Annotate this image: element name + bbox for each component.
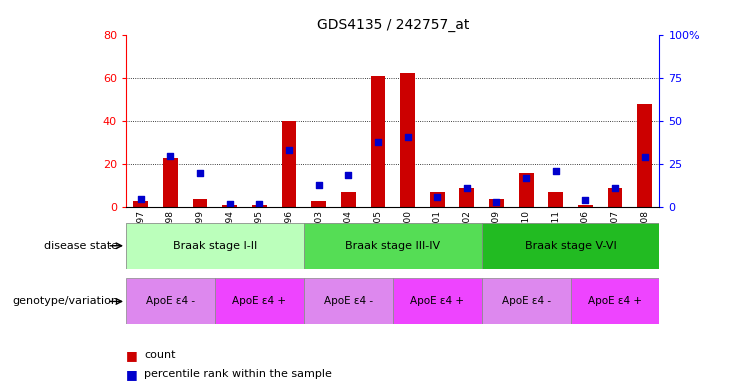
Bar (126, 223, 304, 269)
Title: GDS4135 / 242757_at: GDS4135 / 242757_at (316, 18, 469, 32)
Point (283, 147, 295, 154)
Text: count: count (144, 350, 176, 360)
Text: genotype/variation: genotype/variation (13, 296, 119, 306)
Bar (571, 278, 659, 324)
Point (135, 196, 147, 202)
Text: disease state: disease state (44, 241, 119, 251)
Point (461, 185, 473, 191)
Point (402, 134, 413, 140)
Bar (489, 199, 504, 207)
Bar (430, 192, 445, 207)
Point (313, 182, 325, 188)
Bar (482, 223, 659, 269)
Bar (608, 188, 622, 207)
Text: ApoE ε4 +: ApoE ε4 + (588, 296, 642, 306)
Text: ApoE ε4 -: ApoE ε4 - (146, 296, 195, 306)
Bar (341, 192, 356, 207)
Point (550, 168, 562, 174)
Bar (548, 192, 563, 207)
Point (165, 152, 176, 159)
Bar (311, 201, 326, 207)
Text: ApoE ε4 -: ApoE ε4 - (324, 296, 373, 306)
Bar (252, 205, 267, 207)
Bar (222, 205, 237, 207)
Point (609, 185, 621, 191)
Bar (304, 223, 482, 269)
Text: ApoE ε4 +: ApoE ε4 + (233, 296, 286, 306)
Bar (126, 278, 215, 324)
Point (520, 175, 532, 181)
Bar (370, 76, 385, 207)
Bar (578, 205, 593, 207)
Point (579, 197, 591, 204)
Bar (519, 173, 534, 207)
Bar (133, 201, 148, 207)
Text: ■: ■ (126, 368, 138, 381)
Bar (400, 73, 415, 207)
Point (224, 201, 236, 207)
Text: Braak stage I-II: Braak stage I-II (173, 241, 257, 251)
Bar (282, 121, 296, 207)
Point (431, 194, 443, 200)
Text: ApoE ε4 +: ApoE ε4 + (411, 296, 464, 306)
Bar (304, 278, 393, 324)
Bar (193, 199, 207, 207)
Point (194, 170, 206, 176)
Text: Braak stage III-IV: Braak stage III-IV (345, 241, 440, 251)
Bar (482, 278, 571, 324)
Bar (637, 104, 652, 207)
Point (372, 139, 384, 145)
Bar (163, 158, 178, 207)
Text: ■: ■ (126, 349, 138, 362)
Point (639, 154, 651, 161)
Text: ApoE ε4 -: ApoE ε4 - (502, 296, 551, 306)
Point (491, 199, 502, 205)
Text: percentile rank within the sample: percentile rank within the sample (144, 369, 333, 379)
Text: Braak stage V-VI: Braak stage V-VI (525, 241, 617, 251)
Bar (215, 278, 304, 324)
Bar (459, 188, 474, 207)
Point (253, 201, 265, 207)
Bar (393, 278, 482, 324)
Point (342, 171, 354, 177)
